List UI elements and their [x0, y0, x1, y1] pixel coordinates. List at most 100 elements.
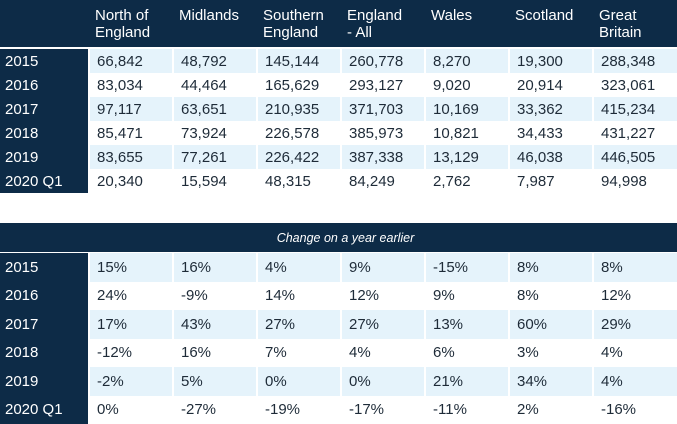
row-label: 2019	[0, 367, 88, 396]
table-cell: 16%	[172, 253, 256, 282]
row-label: 2015	[0, 253, 88, 282]
table-cell: 415,234	[592, 97, 677, 121]
table-cell: 446,505	[592, 145, 677, 169]
table-cell: 9%	[340, 253, 424, 282]
table-cell: 19,300	[508, 49, 592, 73]
table-cell: 4%	[592, 338, 677, 367]
table-cell: 8,270	[424, 49, 508, 73]
table-cell: 8%	[592, 253, 677, 282]
table-cell: 7%	[256, 338, 340, 367]
table-cell: -19%	[256, 395, 340, 424]
table-cell: -9%	[172, 281, 256, 310]
table-cell: 94,998	[592, 169, 677, 193]
table-cell: 48,315	[256, 169, 340, 193]
table-cell: 2%	[508, 395, 592, 424]
table-cell: 15,594	[172, 169, 256, 193]
table-row: 2017 17% 43% 27% 27% 13% 60% 29%	[0, 310, 677, 339]
table-cell: 431,227	[592, 121, 677, 145]
table-cell: 9%	[424, 281, 508, 310]
table-cell: 83,655	[88, 145, 172, 169]
table-row: 2020 Q1 0% -27% -19% -17% -11% 2% -16%	[0, 395, 677, 424]
table-cell: 12%	[592, 281, 677, 310]
table-cell: 27%	[256, 310, 340, 339]
table-cell: -27%	[172, 395, 256, 424]
table-cell: 77,261	[172, 145, 256, 169]
table-cell: 8%	[508, 281, 592, 310]
table-row: 2019 -2% 5% 0% 0% 21% 34% 4%	[0, 367, 677, 396]
table-row: 2018 -12% 16% 7% 4% 6% 3% 4%	[0, 338, 677, 367]
table-cell: -15%	[424, 253, 508, 282]
table-cell: 20,340	[88, 169, 172, 193]
table-cell: 10,821	[424, 121, 508, 145]
table-cell: 145,144	[256, 49, 340, 73]
table-cell: 9,020	[424, 73, 508, 97]
table-cell: 7,987	[508, 169, 592, 193]
table-cell: 44,464	[172, 73, 256, 97]
table-cell: -12%	[88, 338, 172, 367]
table-row: 2017 97,117 63,651 210,935 371,703 10,169 33,3…	[0, 97, 677, 121]
table-cell: 2,762	[424, 169, 508, 193]
table-cell: 97,117	[88, 97, 172, 121]
col-header-north-of-england: North of England	[88, 0, 172, 47]
table-cell: 226,422	[256, 145, 340, 169]
table-cell: 24%	[88, 281, 172, 310]
table-cell: 27%	[340, 310, 424, 339]
table-cell: 260,778	[340, 49, 424, 73]
col-header-midlands: Midlands	[172, 0, 256, 47]
col-header-southern-england: Southern England	[256, 0, 340, 47]
table-row: 2016 83,034 44,464 165,629 293,127 9,020 20,91…	[0, 73, 677, 97]
table-cell: 288,348	[592, 49, 677, 73]
col-header-wales: Wales	[424, 0, 508, 47]
table-cell: 34%	[508, 367, 592, 396]
section-separator: Change on a year earlier	[0, 223, 677, 252]
row-label: 2015	[0, 49, 88, 73]
table-cell: -16%	[592, 395, 677, 424]
table-cell: 0%	[256, 367, 340, 396]
separator-label: Change on a year earlier	[276, 230, 415, 245]
header-corner	[0, 0, 88, 47]
header-row: North of England Midlands Southern England…	[0, 0, 677, 47]
table-cell: 60%	[508, 310, 592, 339]
col-header-great-britain: Great Britain	[592, 0, 677, 47]
table-cell: 85,471	[88, 121, 172, 145]
table-cell: 73,924	[172, 121, 256, 145]
table-cell: 33,362	[508, 97, 592, 121]
table-cell: 8%	[508, 253, 592, 282]
table-cell: 0%	[88, 395, 172, 424]
row-label: 2016	[0, 281, 88, 310]
table-cell: 66,842	[88, 49, 172, 73]
table-cell: 43%	[172, 310, 256, 339]
row-label: 2017	[0, 97, 88, 121]
table-cell: 46,038	[508, 145, 592, 169]
table-cell: 13%	[424, 310, 508, 339]
table-cell: 3%	[508, 338, 592, 367]
col-header-scotland: Scotland	[508, 0, 592, 47]
col-header-england-all: England - All	[340, 0, 424, 47]
row-label: 2018	[0, 338, 88, 367]
table-cell: 210,935	[256, 97, 340, 121]
table-cell: 84,249	[340, 169, 424, 193]
row-label: 2017	[0, 310, 88, 339]
table-cell: 385,973	[340, 121, 424, 145]
table-cell: 48,792	[172, 49, 256, 73]
table-cell: -2%	[88, 367, 172, 396]
table-cell: 10,169	[424, 97, 508, 121]
table-cell: 5%	[172, 367, 256, 396]
table-cell: 323,061	[592, 73, 677, 97]
row-label: 2018	[0, 121, 88, 145]
table-cell: 165,629	[256, 73, 340, 97]
row-label: 2016	[0, 73, 88, 97]
table-cell: 293,127	[340, 73, 424, 97]
table-cell: 29%	[592, 310, 677, 339]
table-cell: 13,129	[424, 145, 508, 169]
table-cell: 16%	[172, 338, 256, 367]
row-label: 2020 Q1	[0, 169, 88, 193]
table-cell: -17%	[340, 395, 424, 424]
table-cell: 4%	[340, 338, 424, 367]
table-row: 2019 83,655 77,261 226,422 387,338 13,129 46,0…	[0, 145, 677, 169]
table-cell: 4%	[256, 253, 340, 282]
table-cell: 226,578	[256, 121, 340, 145]
table-cell: 371,703	[340, 97, 424, 121]
table-cell: 4%	[592, 367, 677, 396]
